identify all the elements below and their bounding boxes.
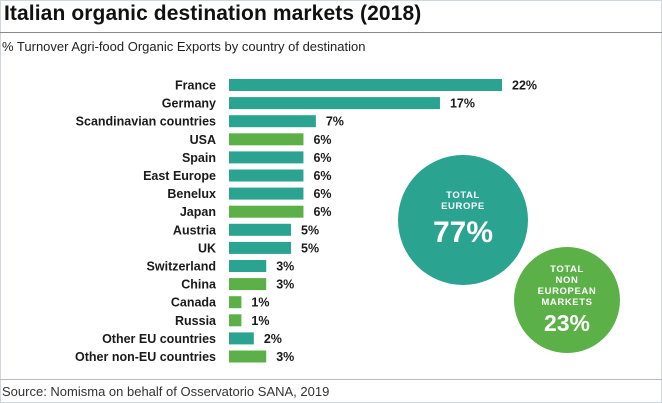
category-label: Canada: [171, 296, 217, 310]
category-label: Austria: [173, 223, 217, 237]
value-label: 6%: [313, 187, 331, 201]
value-label: 2%: [264, 332, 282, 346]
bar: [229, 332, 254, 345]
value-label: 6%: [313, 205, 331, 219]
category-label: East Europe: [143, 169, 216, 183]
total-europe-value: 77%: [432, 216, 494, 249]
bar: [229, 79, 502, 91]
total-non-european-label: TOTAL NON EUROPEAN MARKETS: [537, 263, 597, 308]
bar: [229, 296, 242, 309]
bar: [229, 187, 304, 200]
footer-divider: [0, 379, 662, 380]
title-divider: [0, 32, 662, 33]
total-europe-label: TOTAL EUROPE: [441, 190, 485, 212]
category-label: Other non-EU countries: [75, 350, 216, 364]
value-label: 3%: [276, 278, 294, 292]
category-label: Spain: [182, 151, 216, 165]
chart-subtitle: % Turnover Agri-food Organic Exports by …: [2, 39, 366, 54]
value-label: 6%: [313, 151, 331, 165]
bar: [229, 350, 267, 363]
value-label: 1%: [251, 296, 269, 310]
bar: [229, 169, 304, 182]
value-label: 22%: [512, 79, 537, 93]
value-label: 17%: [450, 97, 475, 111]
bar: [229, 223, 292, 236]
value-label: 7%: [326, 115, 344, 129]
total-europe-bubble: TOTAL EUROPE 77%: [398, 155, 528, 285]
value-label: 6%: [313, 133, 331, 147]
category-label: Other EU countries: [102, 332, 216, 346]
bar: [229, 205, 304, 218]
category-label: Japan: [180, 205, 216, 219]
category-label: Benelux: [167, 187, 216, 201]
total-non-european-value: 23%: [543, 309, 591, 336]
total-non-european-bubble: TOTAL NON EUROPEAN MARKETS 23%: [514, 247, 620, 353]
bar: [229, 260, 267, 272]
value-label: 3%: [276, 260, 294, 274]
value-label: 3%: [276, 350, 294, 364]
category-label: France: [175, 79, 216, 93]
source-note: Source: Nomisma on behalf of Osservatori…: [2, 384, 330, 399]
value-label: 6%: [313, 169, 331, 183]
bar: [229, 314, 242, 327]
category-label: Russia: [175, 314, 217, 328]
category-label: Scandinavian countries: [76, 115, 216, 129]
chart-title: Italian organic destination markets (201…: [4, 2, 422, 25]
value-label: 1%: [251, 314, 269, 328]
category-label: Switzerland: [147, 260, 216, 274]
bar: [229, 241, 292, 254]
bar: [229, 115, 316, 128]
bar: [229, 151, 304, 164]
bar: [229, 97, 440, 110]
category-label: Germany: [162, 97, 216, 111]
bar: [229, 133, 304, 146]
value-label: 5%: [301, 241, 319, 255]
category-label: UK: [198, 241, 216, 255]
category-label: USA: [190, 133, 216, 147]
bar: [229, 278, 267, 291]
category-label: China: [181, 278, 217, 292]
value-label: 5%: [301, 223, 319, 237]
